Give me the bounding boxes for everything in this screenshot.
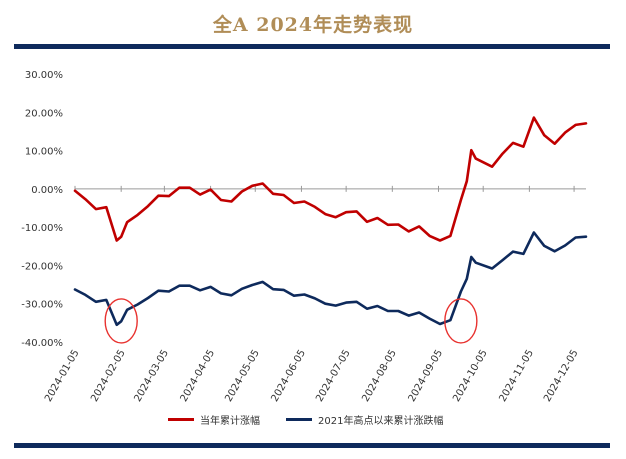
x-tick-label: 2024-05-05: [223, 348, 262, 404]
legend-swatch-navy: [286, 418, 312, 421]
x-tick-label: 2024-04-05: [179, 348, 218, 404]
x-tick-label: 2024-08-05: [360, 348, 399, 404]
y-tick-label: 20.00%: [25, 108, 63, 119]
page-title: 全A 2024年走势表现: [212, 14, 414, 36]
chart-legend: 当年累计涨幅 2021年高点以来累计涨跌幅: [0, 412, 626, 428]
line-chart: 30.00% 20.00% 10.00% 0.00% -10.00% -20.00% -30…: [21, 70, 588, 404]
series-line-2: [73, 231, 588, 327]
x-tick-label: 2024-03-05: [132, 348, 171, 404]
y-tick-label: 30.00%: [25, 70, 63, 81]
y-tick-label: -20.00%: [21, 261, 63, 272]
top-divider: [14, 44, 610, 49]
annotation-ellipse-2: [444, 298, 478, 344]
y-tick-label: -40.00%: [21, 338, 63, 349]
y-tick-label: 10.00%: [25, 147, 63, 158]
annotation-ellipse-1: [104, 298, 138, 344]
x-tick-label: 2024-12-05: [542, 348, 581, 404]
x-tick-label: 2024-01-05: [43, 348, 82, 404]
legend-swatch-red: [168, 418, 194, 421]
legend-label-series-2: 2021年高点以来累计涨跌幅: [318, 416, 444, 427]
x-tick-label: 2024-10-05: [451, 348, 490, 404]
series-line-1: [73, 116, 588, 242]
y-tick-label: 0.00%: [31, 185, 63, 196]
y-tick-label: -30.00%: [21, 300, 63, 311]
x-tick-label: 2024-06-05: [269, 348, 308, 404]
legend-item-series-2: 2021年高点以来累计涨跌幅: [286, 412, 443, 427]
x-tick-label: 2024-11-05: [497, 348, 536, 404]
legend-item-series-1: 当年累计涨幅: [168, 412, 260, 427]
x-tick-label: 2024-09-05: [407, 348, 446, 404]
x-tick-label: 2024-02-05: [89, 348, 128, 404]
bottom-divider: [14, 443, 610, 448]
y-tick-label: -10.00%: [21, 223, 63, 234]
legend-label-series-1: 当年累计涨幅: [200, 416, 260, 427]
x-tick-label: 2024-07-05: [314, 348, 353, 404]
